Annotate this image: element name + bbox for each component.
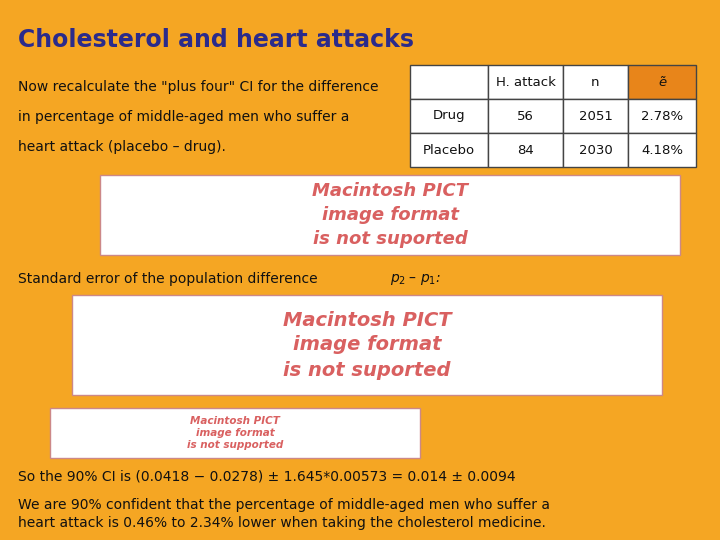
Text: in percentage of middle-aged men who suffer a: in percentage of middle-aged men who suf… <box>18 110 349 124</box>
Bar <box>72 295 662 395</box>
Bar <box>50 408 420 458</box>
Bar <box>563 133 628 167</box>
Bar <box>628 65 696 99</box>
Bar <box>563 99 628 133</box>
Text: $p_2$: $p_2$ <box>390 272 406 287</box>
Bar <box>410 99 488 133</box>
Text: Drug: Drug <box>433 110 465 123</box>
Text: 56: 56 <box>517 110 534 123</box>
Text: Macintosh PICT
image format
is not suported: Macintosh PICT image format is not supor… <box>312 183 468 248</box>
Text: $p_1$:: $p_1$: <box>420 272 441 287</box>
Bar <box>100 175 680 255</box>
Text: –: – <box>408 272 415 286</box>
Bar <box>628 133 696 167</box>
Bar <box>563 65 628 99</box>
Text: Placebo: Placebo <box>423 144 475 157</box>
Bar <box>488 99 563 133</box>
Text: n: n <box>591 76 600 89</box>
Text: Now recalculate the "plus four" CI for the difference: Now recalculate the "plus four" CI for t… <box>18 80 379 94</box>
Text: H. attack: H. attack <box>495 76 555 89</box>
Text: heart attack (placebo – drug).: heart attack (placebo – drug). <box>18 140 226 154</box>
Text: Standard error of the population difference: Standard error of the population differe… <box>18 272 322 286</box>
Text: 2051: 2051 <box>579 110 613 123</box>
Text: 4.18%: 4.18% <box>641 144 683 157</box>
Bar <box>410 133 488 167</box>
Text: heart attack is 0.46% to 2.34% lower when taking the cholesterol medicine.: heart attack is 0.46% to 2.34% lower whe… <box>18 516 546 530</box>
Bar <box>488 133 563 167</box>
Bar <box>628 99 696 133</box>
Text: 84: 84 <box>517 144 534 157</box>
Text: 2030: 2030 <box>579 144 613 157</box>
Text: ẽ: ẽ <box>658 76 666 89</box>
Text: 2.78%: 2.78% <box>641 110 683 123</box>
Bar <box>410 65 488 99</box>
Bar <box>488 65 563 99</box>
Text: Cholesterol and heart attacks: Cholesterol and heart attacks <box>18 28 414 52</box>
Text: Macintosh PICT
image format
is not suported: Macintosh PICT image format is not supor… <box>283 310 451 380</box>
Text: We are 90% confident that the percentage of middle-aged men who suffer a: We are 90% confident that the percentage… <box>18 498 550 512</box>
Text: Macintosh PICT
image format
is not supported: Macintosh PICT image format is not suppo… <box>187 416 283 450</box>
Text: So the 90% CI is (0.0418 − 0.0278) ± 1.645*0.00573 = 0.014 ± 0.0094: So the 90% CI is (0.0418 − 0.0278) ± 1.6… <box>18 470 516 484</box>
